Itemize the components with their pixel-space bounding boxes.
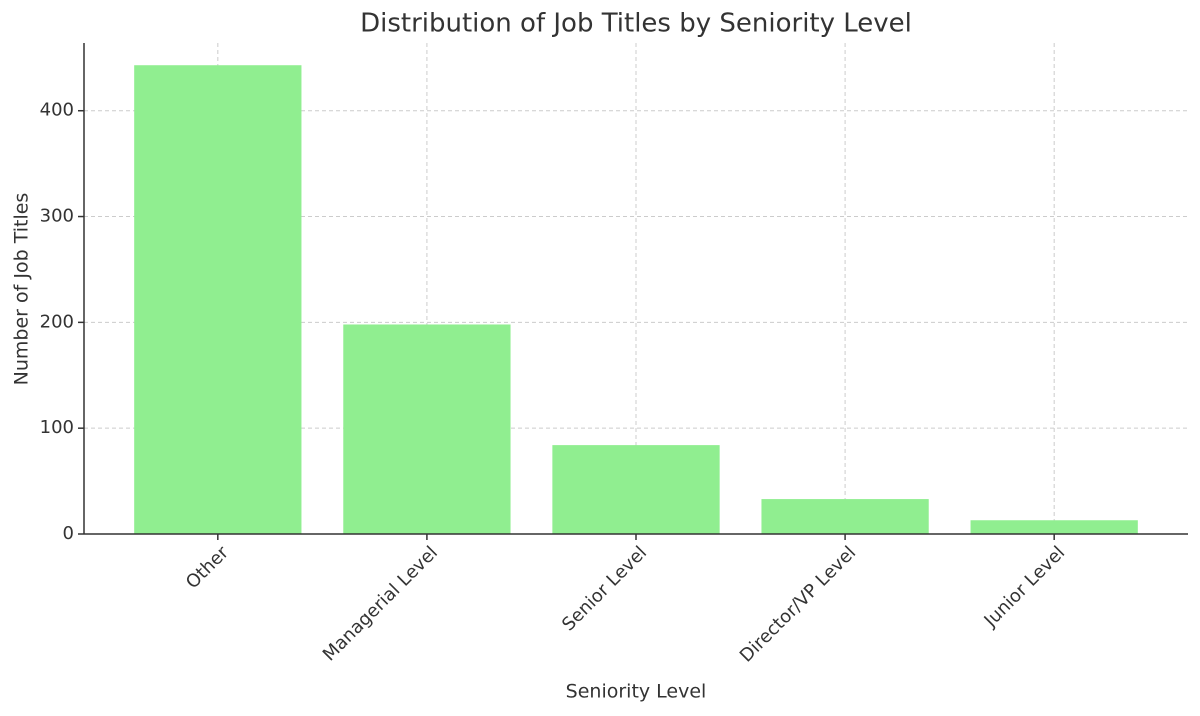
y-tick-label: 400 [40, 100, 74, 121]
x-tick-label: Senior Level [558, 542, 651, 635]
bar [134, 65, 302, 534]
x-tick-label: Other [182, 542, 233, 593]
bar [552, 445, 720, 534]
y-tick-label: 100 [40, 417, 74, 438]
bar [343, 324, 511, 534]
y-tick-label: 200 [40, 311, 74, 332]
bar [970, 520, 1138, 534]
y-tick-label: 0 [63, 523, 74, 544]
bar [761, 499, 929, 534]
x-axis-label: Seniority Level [566, 681, 707, 703]
y-tick-label: 300 [40, 206, 74, 227]
x-tick-label: Junior Level [980, 542, 1070, 632]
x-tick-label: Managerial Level [319, 542, 442, 665]
chart-title: Distribution of Job Titles by Seniority … [360, 9, 912, 39]
x-tick-label: Director/VP Level [736, 542, 860, 666]
y-axis-label: Number of Job Titles [11, 193, 33, 386]
